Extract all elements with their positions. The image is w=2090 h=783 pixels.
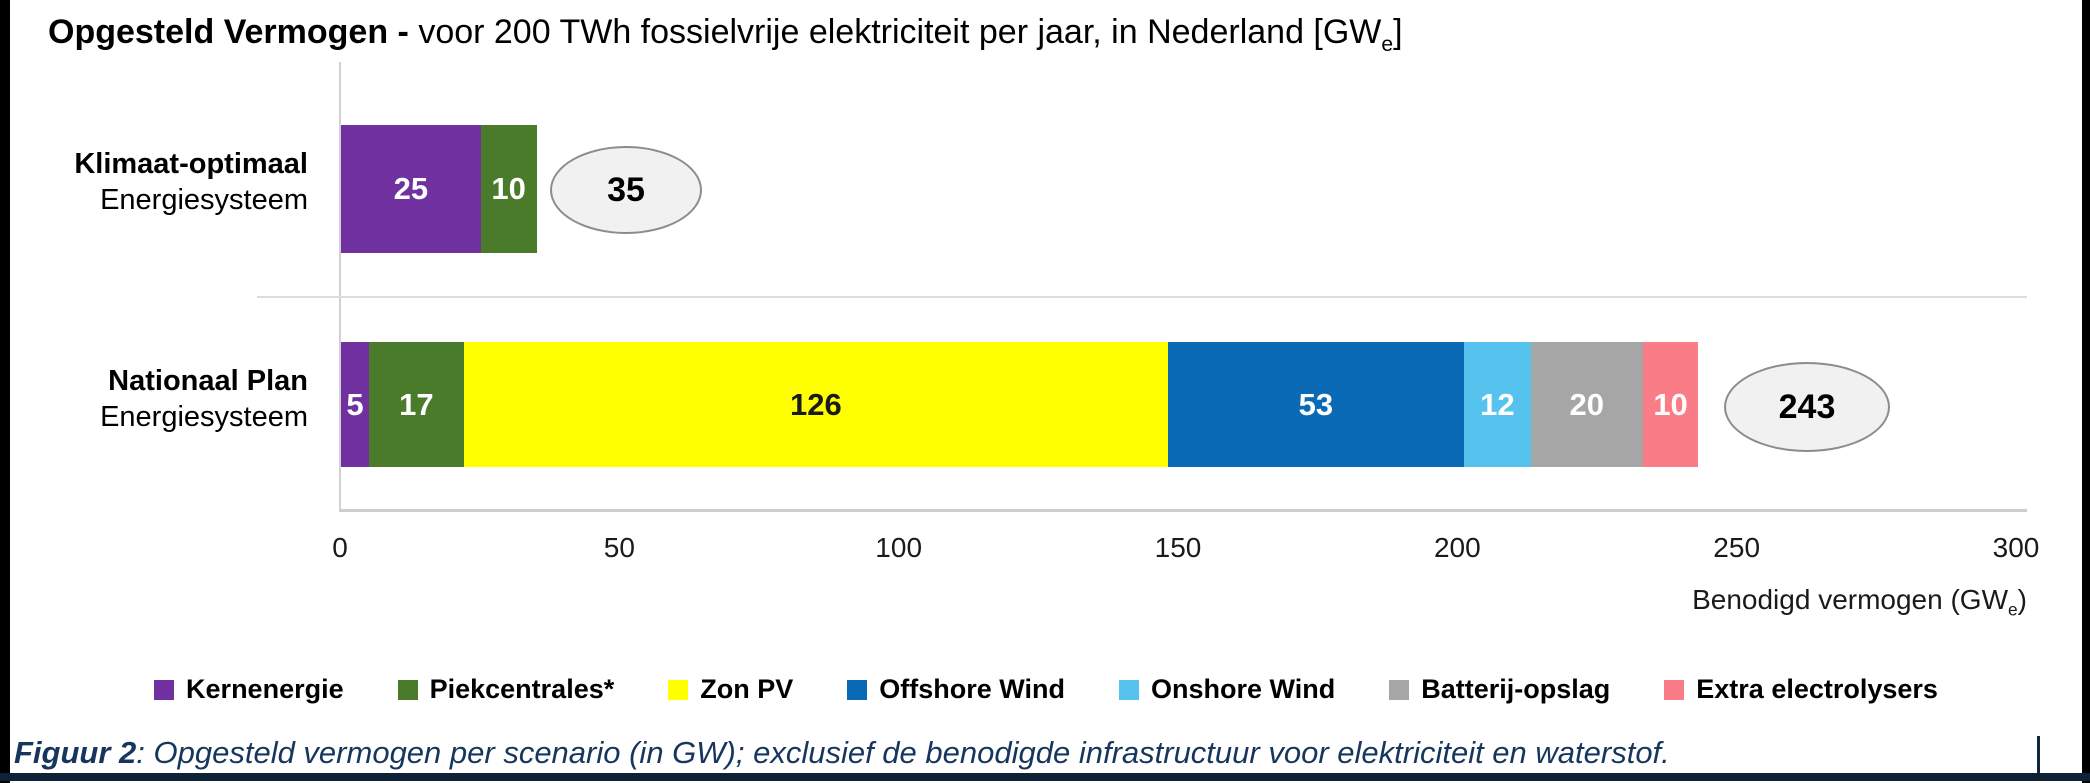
legend-label: Extra electrolysers	[1696, 674, 1938, 704]
bar-segment-onshore-wind: 12	[1463, 342, 1531, 467]
bar-segment-value: 25	[393, 171, 429, 206]
bar-segment-value: 53	[1298, 386, 1334, 422]
bar-segment-zon-pv: 126	[463, 342, 1168, 467]
legend-swatch-icon	[154, 679, 175, 700]
legend-item-offshore-wind: Offshore Wind	[847, 674, 1065, 705]
legend-item-piekcentrales: Piekcentrales*	[397, 674, 615, 705]
x-tick-150: 150	[1154, 532, 1202, 563]
bar-segment-piekcentrales: 10	[480, 125, 537, 253]
bar-segment-kernenergie: 5	[341, 342, 369, 467]
chart-legend: Kernenergie Piekcentrales* Zon PV Offshore …	[10, 674, 2082, 705]
legend-swatch-icon	[1389, 679, 1410, 700]
x-axis-title-close: )	[2017, 584, 2027, 615]
category-label-line1: Klimaat-optimaal	[74, 148, 308, 180]
total-value: 35	[607, 170, 645, 209]
legend-label: Offshore Wind	[879, 674, 1065, 704]
x-axis-line	[339, 509, 2027, 512]
category-label-line2: Energiesysteem	[100, 401, 308, 433]
legend-swatch-icon	[1664, 679, 1685, 700]
bar-segment-kernenergie: 25	[341, 125, 481, 253]
figure-caption-text: : Opgesteld vermogen per scenario (in GW…	[136, 735, 1670, 770]
x-tick-250: 250	[1713, 532, 1761, 563]
figure-caption-label: Figuur 2	[14, 735, 137, 770]
bar-segment-batterij-opslag: 20	[1530, 342, 1643, 467]
chart-title: Opgesteld Vermogen - voor 200 TWh fossie…	[48, 13, 1403, 57]
total-ellipse-nationaal-plan: 243	[1724, 362, 1890, 452]
chart-title-close: ]	[1393, 13, 1403, 51]
bar-segment-offshore-wind: 53	[1167, 342, 1464, 467]
legend-item-batterij-opslag: Batterij-opslag	[1389, 674, 1610, 705]
bar-segment-piekcentrales: 17	[368, 342, 464, 467]
bar-segment-value: 10	[1653, 386, 1688, 422]
table-border-right	[2082, 0, 2090, 783]
category-label-nationaal-plan: Nationaal Plan Energiesysteem	[12, 363, 308, 435]
legend-label: Zon PV	[700, 674, 794, 704]
bar-segment-value: 12	[1480, 386, 1515, 422]
table-border-left	[0, 0, 10, 783]
legend-label: Onshore Wind	[1150, 674, 1336, 704]
chart-title-subscript: e	[1381, 32, 1394, 56]
legend-swatch-icon	[847, 679, 868, 700]
legend-swatch-icon	[1118, 679, 1139, 700]
chart-title-regular: voor 200 TWh fossielvrije elektriciteit …	[418, 13, 1382, 51]
legend-item-kernenergie: Kernenergie	[154, 674, 344, 705]
legend-label: Piekcentrales*	[429, 674, 615, 704]
x-tick-200: 200	[1433, 532, 1481, 563]
table-border-bottom	[0, 773, 2090, 781]
category-separator-line	[257, 296, 2027, 298]
figure-caption: Figuur 2: Opgesteld vermogen per scenari…	[14, 735, 1670, 771]
x-tick-300: 300	[1992, 532, 2040, 563]
legend-swatch-icon	[397, 679, 418, 700]
bar-segment-value: 10	[491, 171, 526, 206]
bar-segment-value: 126	[789, 386, 842, 422]
x-axis-title-subscript: e	[2008, 599, 2018, 620]
x-axis-title-text: Benodigd vermogen (GW	[1692, 584, 2009, 615]
bar-row-nationaal-plan: 5 17 126 53 12 20 10	[341, 342, 1699, 467]
total-value: 243	[1778, 387, 1836, 426]
category-label-line2: Energiesysteem	[100, 184, 308, 216]
legend-item-zon-pv: Zon PV	[668, 674, 793, 705]
y-axis-line	[339, 62, 341, 511]
x-tick-50: 50	[603, 532, 635, 563]
bar-segment-value: 5	[346, 386, 364, 422]
category-label-line1: Nationaal Plan	[108, 365, 308, 397]
caption-cell-border	[2037, 736, 2040, 773]
legend-label: Batterij-opslag	[1421, 674, 1611, 704]
bar-segment-extra-electrolysers: 10	[1642, 342, 1699, 467]
bar-row-klimaat-optimaal: 25 10	[341, 125, 537, 253]
legend-item-extra-electrolysers: Extra electrolysers	[1664, 674, 1938, 705]
chart-title-bold: Opgesteld Vermogen -	[48, 13, 419, 51]
x-axis-title: Benodigd vermogen (GWe)	[1692, 584, 2027, 621]
bar-segment-value: 17	[399, 386, 434, 422]
legend-item-onshore-wind: Onshore Wind	[1118, 674, 1336, 705]
total-ellipse-klimaat-optimaal: 35	[550, 146, 702, 234]
x-tick-100: 100	[875, 532, 923, 563]
legend-label: Kernenergie	[186, 674, 344, 704]
bar-segment-value: 20	[1569, 386, 1604, 422]
x-tick-0: 0	[332, 532, 348, 563]
category-label-klimaat-optimaal: Klimaat-optimaal Energiesysteem	[12, 146, 308, 218]
legend-swatch-icon	[668, 679, 689, 700]
